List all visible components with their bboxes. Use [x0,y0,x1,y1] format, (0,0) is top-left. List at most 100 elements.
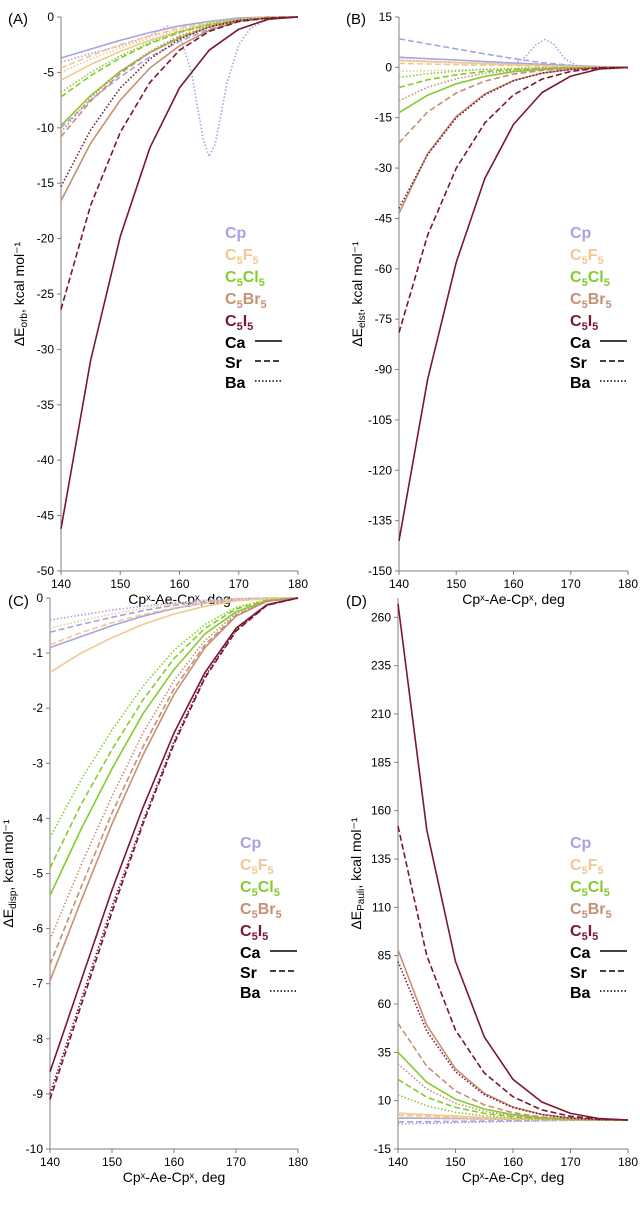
x-tick-label: 140 [51,577,71,591]
y-tick-label: -35 [37,398,55,412]
series-line-c5f5-sr [49,597,299,646]
series-line-c5i5-ba [398,66,629,209]
y-tick-label: -90 [375,363,393,377]
y-tick-label: -45 [375,211,393,225]
y-tick-label: 260 [371,610,391,624]
x-tick-label: 160 [164,1155,184,1169]
legend-entry-c5cl5: C5Cl5 [570,269,610,289]
y-tick-label: 110 [372,900,391,914]
series-line-c5f5-sr [60,16,298,69]
x-tick-label: 170 [229,577,249,591]
series-line-c5i5-ca [398,66,629,541]
y-tick-label: 15 [379,10,393,24]
series-line-c5i5-ba [397,961,629,1121]
series-line-c5cl5-ca [49,597,299,896]
series-line-c5br5-ca [397,949,629,1121]
y-tick-label: 0 [47,10,54,24]
y-tick-label: -25 [37,287,55,301]
x-tick-label: 170 [226,1155,246,1169]
y-tick-label: 10 [378,1094,392,1108]
x-tick-label: 170 [561,577,581,591]
chart-panel-2: (B)-150-135-120-105-90-75-60-45-30-15015… [346,10,638,607]
y-tick-label: 160 [371,804,391,818]
series-line-c5i5-ba [60,16,299,187]
legend-entry-c5i5: C5I5 [225,313,253,333]
series-group [60,16,299,530]
y-tick-label: -2 [32,701,43,715]
x-tick-label: 150 [446,577,466,591]
y-tick-label: 35 [378,1045,392,1059]
legend-entry-c5i5: C5I5 [570,923,598,943]
series-line-c5cl5-ba [60,16,298,93]
y-tick-label: -30 [37,342,55,356]
series-line-c5br5-ca [398,66,629,214]
series-line-c5i5-sr [60,16,299,310]
x-tick-label: 160 [503,577,523,591]
y-tick-label: -60 [375,262,393,276]
y-tick-label: -150 [368,564,392,578]
y-tick-label: -8 [32,1032,43,1046]
series-line-cp-ba [60,16,299,158]
y-tick-label: -75 [375,312,393,326]
legend-metal-ba: Ba [570,375,591,392]
legend-entry-c5br5: C5Br5 [225,291,267,311]
legend-metal-sr: Sr [225,355,242,372]
series-group [49,597,299,1100]
series-line-c5i5-ca [60,16,299,530]
legend-entry-c5cl5: C5Cl5 [570,879,610,899]
x-tick-label: 140 [40,1155,60,1169]
x-tick-label: 140 [388,1155,408,1169]
x-tick-label: 160 [169,577,189,591]
series-line-c5br5-ca [60,16,299,202]
y-tick-label: -5 [32,867,43,881]
series-line-c5cl5-sr [49,597,299,869]
y-tick-label: -135 [368,514,392,528]
legend-entry-c5br5: C5Br5 [570,901,612,921]
y-tick-label: -105 [368,413,392,427]
legend-metal-sr: Sr [570,355,587,372]
panel-label: (A) [8,11,28,28]
x-tick-label: 150 [445,1155,465,1169]
legend-entry-cp: Cp [240,835,262,852]
x-tick-label: 180 [288,1155,308,1169]
legend-entry-c5br5: C5Br5 [240,901,282,921]
series-line-c5i5-sr [397,825,629,1121]
y-tick-label: -1 [32,646,43,660]
series-line-c5cl5-ca [397,1051,629,1121]
legend-metal-sr: Sr [570,965,587,982]
legend-entry-cp: Cp [225,225,247,242]
chart-panel-4: (D) -15 10 35 60 85 110 135 160 185 210 235 260 140 15… [346,593,638,1185]
series-line-c5i5-ca [397,603,629,1121]
x-tick-label: 180 [618,1155,638,1169]
x-axis-label: Cpˣ-Ae-Cpˣ, deg [123,1169,226,1185]
series-line-c5f5-ba [49,597,298,630]
y-tick-label: -6 [32,922,43,936]
y-tick-label: -10 [37,121,55,135]
y-tick-label: -30 [375,161,393,175]
legend-entry-c5cl5: C5Cl5 [225,269,265,289]
y-tick-label: 235 [371,659,391,673]
series-group [397,603,629,1125]
x-axis-label: Cpˣ-Ae-Cpˣ, deg [462,1169,565,1185]
legend-entry-c5cl5: C5Cl5 [240,879,280,899]
y-axis-label: ΔEdisp, kcal mol⁻¹ [0,819,19,928]
x-tick-label: 170 [560,1155,580,1169]
y-tick-label: -9 [32,1087,43,1101]
legend-entry-c5i5: C5I5 [570,313,598,333]
y-tick-label: -10 [26,1142,44,1156]
series-line-c5f5-ba [60,16,298,74]
panel-label: (C) [8,593,29,610]
panel-label: (D) [346,593,367,610]
y-tick-label: 185 [371,755,391,769]
y-tick-label: 0 [385,60,392,74]
series-line-c5br5-sr [49,597,299,965]
y-tick-label: -120 [368,463,392,477]
legend-metal-ba: Ba [240,985,261,1002]
x-tick-label: 150 [110,577,130,591]
x-tick-label: 150 [102,1155,122,1169]
series-line-c5br5-sr [60,16,299,138]
